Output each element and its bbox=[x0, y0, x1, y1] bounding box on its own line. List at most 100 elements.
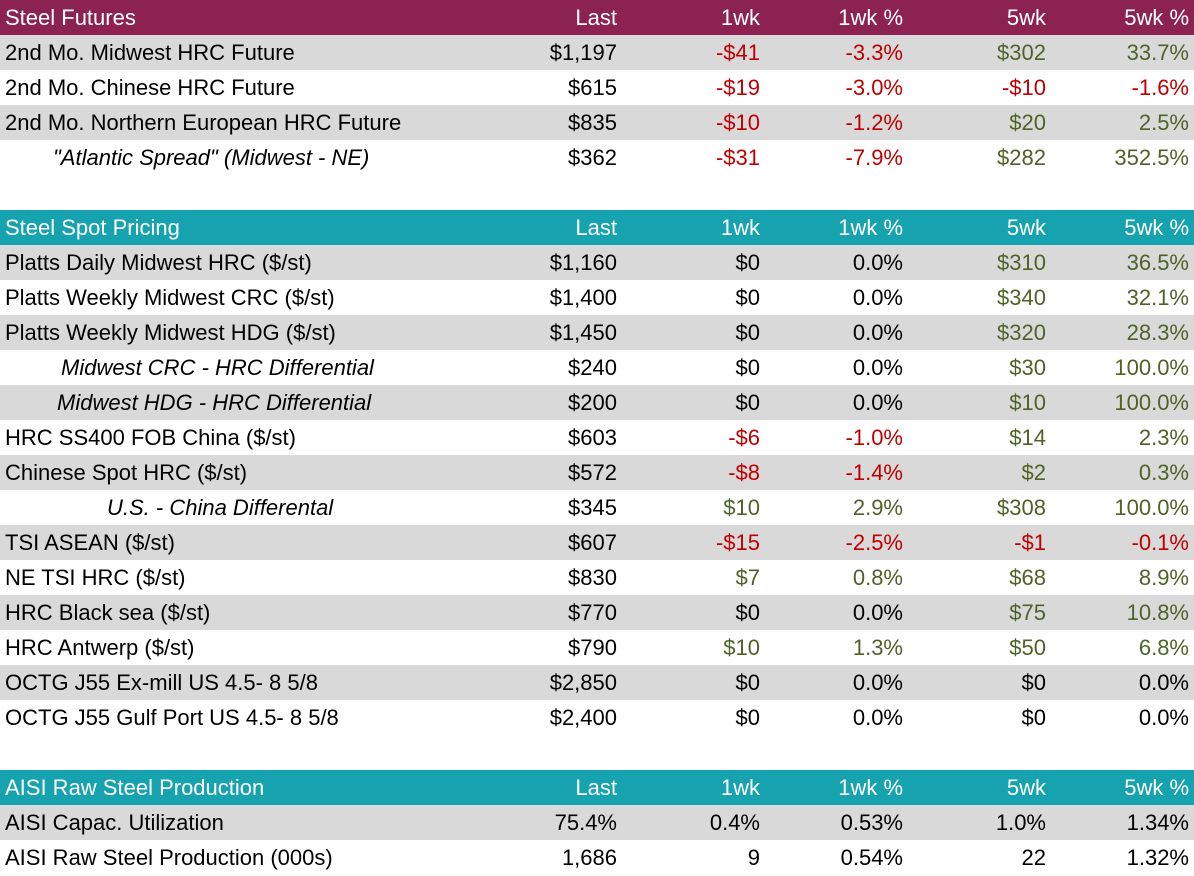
5wk-change: $340 bbox=[997, 284, 1046, 310]
last-value: $1,450 bbox=[549, 319, 617, 345]
5wk-change: $30 bbox=[1009, 354, 1046, 380]
row-label: 2nd Mo. Midwest HRC Future bbox=[5, 39, 295, 65]
1wk-change: -$10 bbox=[715, 109, 760, 135]
aisi-section-title: AISI Raw Steel Production bbox=[5, 774, 265, 800]
5wk-pct-change: 1.34% bbox=[1126, 809, 1189, 835]
5wk-change: $68 bbox=[1009, 564, 1046, 590]
table-row: HRC Antwerp ($/st) $790 $10 1.3% $50 6.8… bbox=[0, 630, 1194, 665]
5wk-pct-change: -1.6% bbox=[1131, 74, 1189, 100]
row-label: Platts Weekly Midwest HDG ($/st) bbox=[5, 319, 336, 345]
last-value: $607 bbox=[568, 529, 617, 555]
5wk-pct-change: -0.1% bbox=[1131, 529, 1189, 555]
row-label: HRC SS400 FOB China ($/st) bbox=[5, 424, 296, 450]
5wk-change: $0 bbox=[1021, 704, 1046, 730]
1wk-change: $0 bbox=[735, 249, 760, 275]
1wk-change: 9 bbox=[747, 844, 760, 870]
last-value: $1,197 bbox=[549, 39, 617, 65]
col-header-5wk-pct: 5wk % bbox=[1124, 4, 1189, 30]
5wk-change: $282 bbox=[997, 144, 1046, 170]
table-row: 2nd Mo. Midwest HRC Future $1,197 -$41 -… bbox=[0, 35, 1194, 70]
last-value: $345 bbox=[568, 494, 617, 520]
5wk-pct-change: 0.3% bbox=[1138, 459, 1189, 485]
last-value: $835 bbox=[568, 109, 617, 135]
5wk-change: $20 bbox=[1009, 109, 1046, 135]
1wk-pct-change: -1.0% bbox=[845, 424, 903, 450]
row-label: "Atlantic Spread" (Midwest - NE) bbox=[53, 144, 370, 170]
row-label: AISI Capac. Utilization bbox=[5, 809, 224, 835]
table-row: 2nd Mo. Northern European HRC Future $83… bbox=[0, 105, 1194, 140]
1wk-change: -$15 bbox=[715, 529, 760, 555]
row-label: NE TSI HRC ($/st) bbox=[5, 564, 186, 590]
table-row: Platts Weekly Midwest HDG ($/st) $1,450 … bbox=[0, 315, 1194, 350]
1wk-change: -$6 bbox=[728, 424, 760, 450]
5wk-change: $308 bbox=[997, 494, 1046, 520]
1wk-pct-change: 2.9% bbox=[852, 494, 903, 520]
5wk-change: $310 bbox=[997, 249, 1046, 275]
5wk-pct-change: 100.0% bbox=[1114, 354, 1189, 380]
row-label: OCTG J55 Gulf Port US 4.5- 8 5/8 bbox=[5, 704, 339, 730]
5wk-change: 1.0% bbox=[995, 809, 1046, 835]
1wk-pct-change: 0.0% bbox=[852, 319, 903, 345]
last-value: $770 bbox=[568, 599, 617, 625]
5wk-change: -$10 bbox=[1001, 74, 1046, 100]
1wk-pct-change: -1.2% bbox=[845, 109, 903, 135]
col-header-last: Last bbox=[575, 774, 617, 800]
table-row: Chinese Spot HRC ($/st) $572 -$8 -1.4% $… bbox=[0, 455, 1194, 490]
row-label: U.S. - China Differental bbox=[107, 494, 334, 520]
5wk-change: $14 bbox=[1009, 424, 1046, 450]
last-value: $1,160 bbox=[549, 249, 617, 275]
row-label: Platts Daily Midwest HRC ($/st) bbox=[5, 249, 312, 275]
last-value: $362 bbox=[568, 144, 617, 170]
table-row: OCTG J55 Ex-mill US 4.5- 8 5/8 $2,850 $0… bbox=[0, 665, 1194, 700]
1wk-pct-change: 0.0% bbox=[852, 389, 903, 415]
last-value: $572 bbox=[568, 459, 617, 485]
5wk-pct-change: 352.5% bbox=[1114, 144, 1189, 170]
table-row: "Atlantic Spread" (Midwest - NE) $362 -$… bbox=[0, 140, 1194, 175]
1wk-pct-change: 0.0% bbox=[852, 354, 903, 380]
1wk-change: -$31 bbox=[715, 144, 760, 170]
table-row: 2nd Mo. Chinese HRC Future $615 -$19 -3.… bbox=[0, 70, 1194, 105]
1wk-pct-change: -3.0% bbox=[845, 74, 903, 100]
table-row: AISI Capac. Utilization 75.4% 0.4% 0.53%… bbox=[0, 805, 1194, 840]
table-row: NE TSI HRC ($/st) $830 $7 0.8% $68 8.9% bbox=[0, 560, 1194, 595]
1wk-change: 0.4% bbox=[709, 809, 760, 835]
last-value: $2,400 bbox=[549, 704, 617, 730]
last-value: 1,686 bbox=[561, 844, 617, 870]
5wk-pct-change: 6.8% bbox=[1138, 634, 1189, 660]
last-value: $200 bbox=[568, 389, 617, 415]
col-header-5wk: 5wk bbox=[1006, 4, 1046, 30]
futures-section-title: Steel Futures bbox=[5, 4, 136, 30]
last-value: $1,400 bbox=[549, 284, 617, 310]
col-header-1wk: 1wk bbox=[720, 4, 760, 30]
1wk-change: $0 bbox=[735, 704, 760, 730]
1wk-change: $10 bbox=[723, 494, 760, 520]
1wk-pct-change: -7.9% bbox=[845, 144, 903, 170]
col-header-5wk-pct: 5wk % bbox=[1124, 774, 1189, 800]
1wk-pct-change: -2.5% bbox=[845, 529, 903, 555]
row-label: Midwest CRC - HRC Differential bbox=[61, 354, 374, 380]
1wk-change: $0 bbox=[735, 284, 760, 310]
1wk-pct-change: 0.0% bbox=[852, 249, 903, 275]
1wk-change: $0 bbox=[735, 354, 760, 380]
1wk-change: $0 bbox=[735, 669, 760, 695]
table-row: HRC SS400 FOB China ($/st) $603 -$6 -1.0… bbox=[0, 420, 1194, 455]
5wk-change: $0 bbox=[1021, 669, 1046, 695]
aisi-header-row: AISI Raw Steel Production Last 1wk 1wk %… bbox=[0, 770, 1194, 805]
row-label: 2nd Mo. Chinese HRC Future bbox=[5, 74, 295, 100]
1wk-pct-change: 1.3% bbox=[852, 634, 903, 660]
last-value: $615 bbox=[568, 74, 617, 100]
1wk-pct-change: 0.8% bbox=[852, 564, 903, 590]
row-label: AISI Raw Steel Production (000s) bbox=[5, 844, 333, 870]
table-row: OCTG J55 Gulf Port US 4.5- 8 5/8 $2,400 … bbox=[0, 700, 1194, 735]
1wk-pct-change: 0.0% bbox=[852, 704, 903, 730]
spot-header-row: Steel Spot Pricing Last 1wk 1wk % 5wk 5w… bbox=[0, 210, 1194, 245]
1wk-change: $0 bbox=[735, 599, 760, 625]
row-label: TSI ASEAN ($/st) bbox=[5, 529, 175, 555]
row-label: Chinese Spot HRC ($/st) bbox=[5, 459, 248, 485]
futures-header-row: Steel Futures Last 1wk 1wk % 5wk 5wk % bbox=[0, 0, 1194, 35]
1wk-change: $7 bbox=[735, 564, 760, 590]
row-label: HRC Antwerp ($/st) bbox=[5, 634, 195, 660]
last-value: 75.4% bbox=[554, 809, 617, 835]
spot-section-title: Steel Spot Pricing bbox=[5, 214, 180, 240]
